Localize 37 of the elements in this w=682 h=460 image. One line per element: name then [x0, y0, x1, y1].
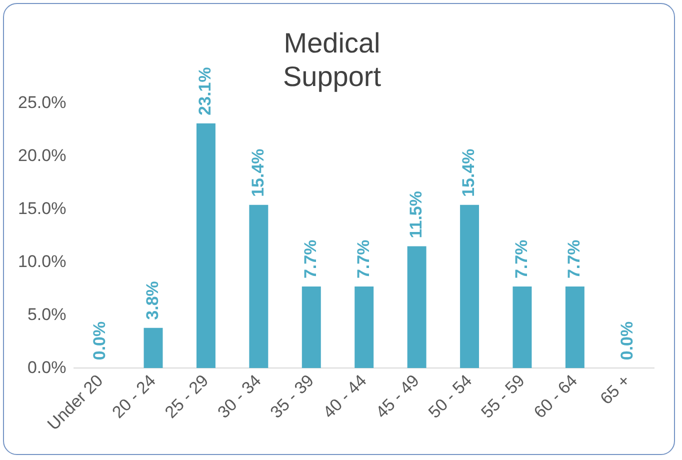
x-tick-label: 20 - 24 — [108, 371, 160, 422]
x-tick-label: 60 - 64 — [530, 371, 582, 422]
bar — [144, 328, 163, 368]
bar — [354, 286, 374, 368]
x-tick-label: 45 - 49 — [372, 371, 423, 422]
bar — [249, 204, 268, 368]
x-tick-label: 50 - 54 — [424, 371, 476, 422]
data-label: 3.8% — [142, 281, 162, 320]
y-tick-label: 15.0% — [18, 198, 66, 218]
data-label: 0.0% — [617, 321, 636, 360]
x-tick-label: 30 - 34 — [214, 371, 265, 422]
y-tick-label: 25.0% — [18, 92, 66, 112]
data-label: 0.0% — [90, 321, 110, 360]
data-label: 7.7% — [301, 240, 320, 279]
data-label: 15.4% — [248, 148, 268, 197]
data-label: 7.7% — [564, 240, 584, 279]
bar — [196, 123, 216, 368]
chart-title: Medical Support — [282, 28, 382, 92]
bar — [512, 286, 532, 368]
bar — [302, 286, 321, 368]
x-tick-label: 40 - 44 — [319, 371, 370, 422]
bar — [407, 246, 426, 368]
y-tick-label: 0.0% — [27, 358, 66, 377]
data-label: 23.1% — [196, 67, 215, 116]
bar — [460, 204, 480, 368]
y-tick-label: 10.0% — [18, 252, 66, 271]
x-tick-label: 55 - 59 — [478, 371, 528, 422]
data-label: 7.7% — [354, 240, 373, 279]
x-tick-label: 25 - 29 — [161, 371, 212, 422]
data-label: 7.7% — [512, 240, 531, 279]
y-tick-label: 20.0% — [18, 146, 66, 165]
data-label: 15.4% — [459, 148, 478, 197]
x-tick-label: 35 - 39 — [266, 371, 318, 422]
data-label: 11.5% — [406, 190, 426, 238]
y-tick-label: 5.0% — [27, 304, 66, 324]
x-tick-label: 65 + — [596, 370, 634, 408]
bar — [565, 286, 584, 368]
